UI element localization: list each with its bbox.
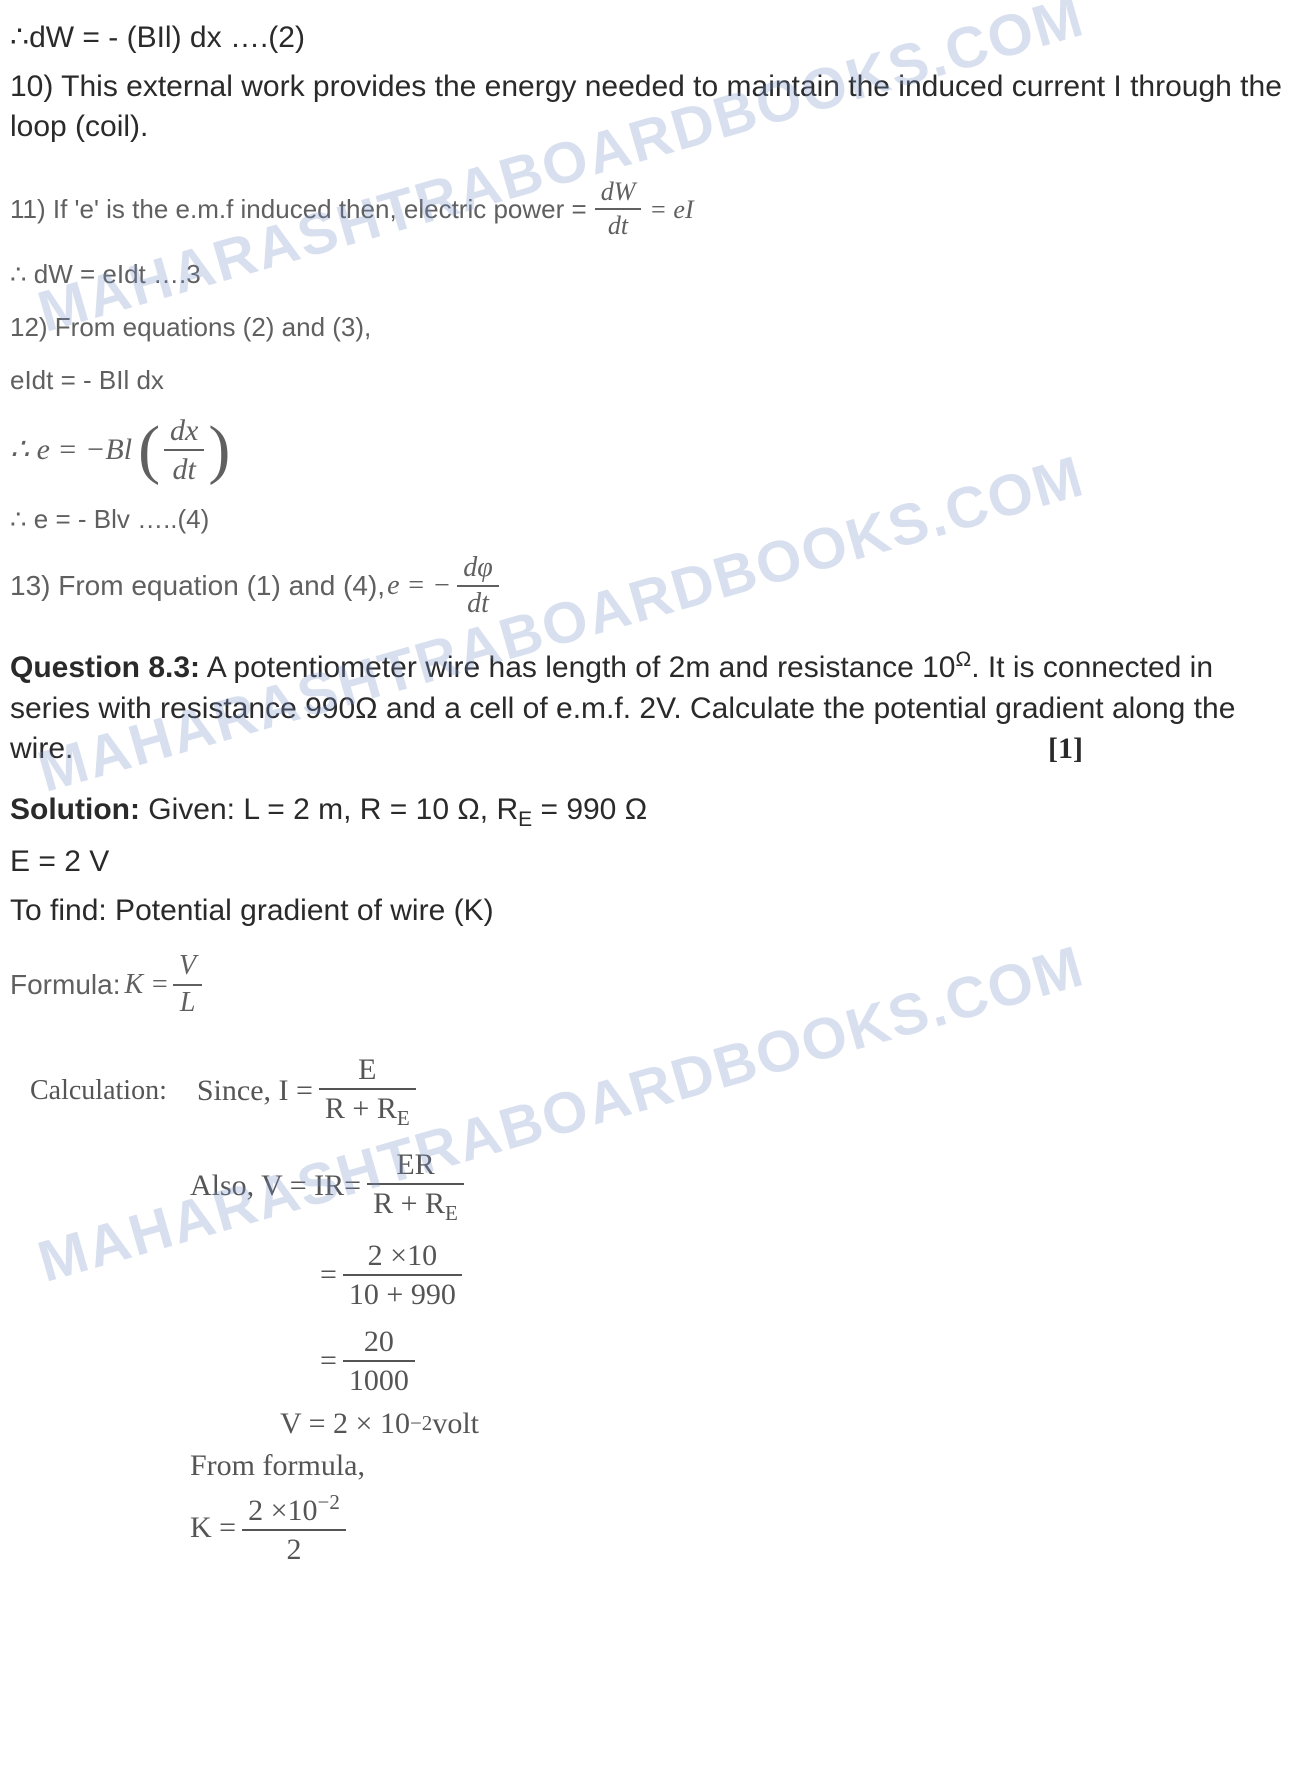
lparen: ( — [138, 417, 160, 483]
calc-line-2: Also, V = IR= ER R + RE — [190, 1148, 1283, 1225]
step-12a: 12) From equations (2) and (3), — [10, 308, 1283, 347]
q83-text-a: A potentiometer wire has length of 2m an… — [200, 651, 955, 684]
step-11-frac-den: dt — [595, 210, 642, 241]
calc-l4-den: 1000 — [343, 1362, 415, 1397]
sol-given-sub: E — [518, 808, 532, 831]
calc-line-4: = 20 1000 — [320, 1325, 1283, 1397]
step-12c-num: dx — [164, 414, 204, 451]
calc-l2-den-a: R + R — [373, 1187, 445, 1220]
step-12c-den: dt — [164, 451, 204, 486]
step-13-frac: dφ dt — [457, 553, 499, 621]
calc-l2-num: ER — [367, 1148, 464, 1185]
step-12c: ∴ e = −Bl ( dx dt ) — [10, 414, 1283, 486]
calc-l1-num: E — [319, 1053, 416, 1090]
step-12d: ∴ e = - Blv …..(4) — [10, 500, 1283, 539]
step-12c-frac: dx dt — [164, 414, 204, 486]
formula-num: V — [173, 951, 202, 986]
calc-l1-pre: Since, I = — [197, 1074, 313, 1108]
sol-given-b: = 990 Ω — [532, 793, 647, 826]
solution-label: Solution: — [10, 793, 140, 826]
calc-l1-den: R + RE — [319, 1090, 416, 1130]
step-12c-pre: ∴ e = −Bl — [10, 427, 132, 472]
calc-l1-frac: E R + RE — [319, 1053, 416, 1130]
step-11b: ∴ dW = eIdt ….3 — [10, 255, 1283, 294]
calc-line-5: V = 2 × 10−2 volt — [280, 1407, 1283, 1441]
formula: Formula: K = V L — [10, 951, 1283, 1019]
step-11-frac: dW dt — [595, 178, 642, 241]
calc-l5-sup: −2 — [410, 1411, 432, 1436]
solution-e: E = 2 V — [10, 842, 1283, 883]
calc-l4-num: 20 — [343, 1325, 415, 1362]
step-13-mid: e = − — [387, 565, 451, 607]
step-10: 10) This external work provides the ener… — [10, 67, 1283, 148]
calc-l3-eq: = — [320, 1258, 337, 1292]
calc-line-6: From formula, — [190, 1449, 1283, 1483]
sol-given-a: Given: L = 2 m, R = 10 Ω, R — [140, 793, 518, 826]
calc-l2-frac: ER R + RE — [367, 1148, 464, 1225]
calc-l7-num-sup: −2 — [318, 1490, 340, 1514]
formula-label: Formula: — [10, 964, 120, 1006]
calc-l4-frac: 20 1000 — [343, 1325, 415, 1397]
solution-tofind: To find: Potential gradient of wire (K) — [10, 891, 1283, 932]
calc-l2-den: R + RE — [367, 1185, 464, 1225]
calc-l7-frac: 2 ×10−2 2 — [242, 1491, 346, 1566]
calc-l3-num: 2 ×10 — [343, 1239, 462, 1276]
calc-l7-den: 2 — [242, 1531, 346, 1566]
q83-marks: [1] — [1048, 729, 1083, 770]
calc-l3-frac: 2 ×10 10 + 990 — [343, 1239, 462, 1311]
calc-l7-num-a: 2 ×10 — [248, 1494, 317, 1527]
calc-l5-a: V = 2 × 10 — [280, 1407, 410, 1441]
equation-2: ∴dW = - (BIl) dx ….(2) — [10, 18, 1283, 59]
step-11-post: = eI — [649, 190, 693, 229]
step-13-num: dφ — [457, 553, 499, 588]
calc-l6: From formula, — [190, 1449, 365, 1483]
calc-line-3: = 2 ×10 10 + 990 — [320, 1239, 1283, 1311]
q83-label: Question 8.3: — [10, 651, 200, 684]
rparen: ) — [208, 417, 230, 483]
question-8-3: Question 8.3: A potentiometer wire has l… — [10, 646, 1283, 770]
formula-den: L — [173, 986, 202, 1019]
calc-line-1: Calculation: Since, I = E R + RE — [30, 1053, 1283, 1130]
calc-l2-pre: Also, V = IR= — [190, 1169, 361, 1203]
calc-line-7: K = 2 ×10−2 2 — [190, 1491, 1283, 1566]
step-11-pre: 11) If 'e' is the e.m.f induced then, el… — [10, 190, 587, 229]
step-11-frac-num: dW — [595, 178, 642, 211]
solution-given: Solution: Given: L = 2 m, R = 10 Ω, RE =… — [10, 790, 1283, 834]
formula-lhs: K = — [124, 964, 169, 1006]
calc-l3-den: 10 + 990 — [343, 1276, 462, 1311]
calc-l2-den-sub: E — [445, 1201, 458, 1225]
step-11: 11) If 'e' is the e.m.f induced then, el… — [10, 178, 1283, 241]
calc-l7-lhs: K = — [190, 1511, 236, 1545]
formula-frac: V L — [173, 951, 202, 1019]
step-12c-paren: ( dx dt ) — [138, 414, 230, 486]
q83-sup: Ω — [956, 648, 972, 671]
calc-l5-b: volt — [432, 1407, 479, 1441]
step-13-den: dt — [457, 587, 499, 620]
calc-l1-den-a: R + R — [325, 1092, 397, 1125]
step-12b: eIdt = - BIl dx — [10, 361, 1283, 400]
calc-l1-den-sub: E — [397, 1106, 410, 1130]
calc-l7-num: 2 ×10−2 — [242, 1491, 346, 1531]
step-13: 13) From equation (1) and (4), e = − dφ … — [10, 553, 1283, 621]
calc-label: Calculation: — [30, 1075, 167, 1107]
step-13-pre: 13) From equation (1) and (4), — [10, 565, 385, 607]
calc-l4-eq: = — [320, 1344, 337, 1378]
